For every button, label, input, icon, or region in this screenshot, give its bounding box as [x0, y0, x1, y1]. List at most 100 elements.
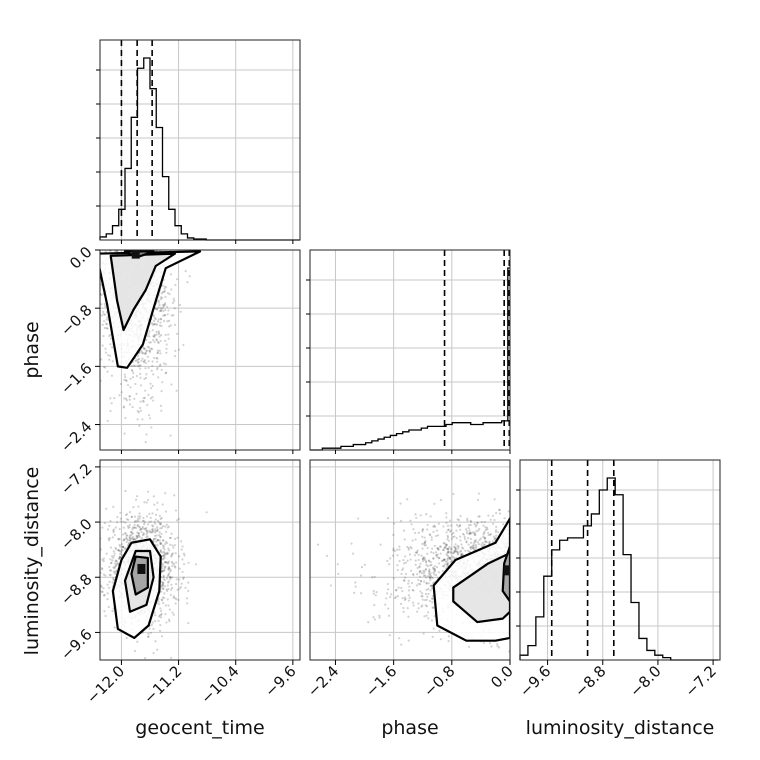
sample-point — [153, 534, 157, 537]
sample-point — [360, 565, 364, 569]
sample-point — [414, 513, 417, 516]
sample-point — [476, 521, 479, 524]
sample-point — [148, 330, 151, 333]
sample-point — [102, 557, 105, 560]
sample-point — [145, 339, 148, 342]
sample-point — [417, 602, 420, 605]
sample-point — [136, 524, 139, 527]
sample-point — [100, 567, 104, 570]
sample-point — [135, 495, 139, 498]
sample-point — [163, 287, 166, 290]
sample-point — [159, 542, 162, 546]
sample-point — [151, 364, 154, 368]
sample-point — [472, 546, 475, 549]
sample-point — [450, 548, 453, 551]
sample-point — [112, 528, 116, 531]
sample-point — [162, 574, 165, 577]
sample-point — [114, 564, 117, 567]
x-axis-label-luminosity-distance: luminosity_distance — [526, 717, 715, 739]
sample-point — [385, 597, 388, 600]
sample-point — [409, 558, 412, 561]
sample-point — [130, 515, 134, 518]
sample-point — [126, 525, 130, 528]
sample-point — [117, 557, 121, 560]
sample-point — [164, 308, 167, 312]
sample-point — [123, 397, 126, 400]
sample-point — [426, 528, 429, 531]
sample-point — [167, 333, 170, 336]
sample-point — [429, 533, 432, 537]
sample-point — [426, 546, 429, 550]
sample-point — [104, 313, 107, 316]
sample-point — [431, 606, 434, 609]
sample-point — [419, 569, 422, 573]
sample-point — [438, 629, 441, 632]
sample-point — [426, 523, 429, 527]
sample-point — [433, 502, 436, 505]
sample-point — [437, 548, 440, 551]
sample-point — [396, 568, 399, 572]
sample-point — [106, 517, 108, 519]
x-tick-label: −9.6 — [516, 662, 554, 700]
sample-point — [433, 525, 437, 528]
sample-point — [429, 564, 432, 567]
sample-point — [152, 537, 155, 541]
sample-point — [110, 402, 113, 405]
sample-point — [413, 554, 416, 557]
sample-point — [173, 565, 176, 568]
sample-point — [151, 360, 154, 363]
sample-point — [420, 572, 424, 575]
sample-point — [111, 609, 114, 613]
sample-point — [430, 584, 433, 587]
sample-point — [161, 291, 164, 294]
sample-point — [425, 581, 428, 585]
sample-point — [145, 527, 148, 530]
sample-point — [487, 514, 490, 517]
sample-point — [138, 424, 141, 427]
panel-frame — [99, 39, 301, 241]
sample-point — [453, 550, 456, 553]
sample-point — [117, 549, 120, 552]
sample-point — [100, 584, 103, 587]
sample-point — [166, 291, 169, 295]
sample-point — [104, 366, 107, 369]
sample-point — [147, 346, 151, 349]
sample-point — [97, 359, 99, 361]
sample-point — [188, 275, 191, 278]
sample-point — [159, 609, 163, 612]
sample-point — [170, 583, 173, 586]
sample-point — [420, 595, 423, 598]
sample-point — [91, 365, 93, 367]
sample-point — [147, 635, 150, 638]
sample-point — [424, 544, 427, 547]
sample-point — [446, 536, 450, 539]
sample-point — [488, 540, 491, 543]
sample-point — [420, 605, 423, 608]
sample-point — [152, 356, 156, 360]
sample-point — [161, 570, 164, 573]
sample-point — [415, 584, 419, 587]
sample-point — [436, 556, 439, 559]
sample-point — [167, 525, 170, 528]
sample-point — [127, 541, 131, 545]
sample-point — [421, 528, 425, 531]
sample-point — [435, 573, 438, 577]
sample-point — [418, 571, 421, 574]
sample-point — [401, 589, 404, 593]
sample-point — [471, 544, 474, 547]
x-tick-label: −11.2 — [140, 662, 185, 707]
sample-point — [178, 578, 181, 581]
sample-point — [151, 524, 154, 527]
sample-point — [151, 384, 154, 388]
sample-point — [123, 532, 126, 535]
sample-point — [397, 586, 400, 589]
sample-point — [425, 582, 428, 585]
sample-point — [423, 557, 427, 560]
sample-point — [469, 546, 472, 549]
sample-point — [97, 259, 99, 261]
sample-point — [403, 579, 406, 582]
sample-point — [402, 579, 405, 582]
sample-point — [424, 567, 428, 571]
sample-point — [105, 507, 108, 510]
sample-point — [445, 521, 448, 524]
